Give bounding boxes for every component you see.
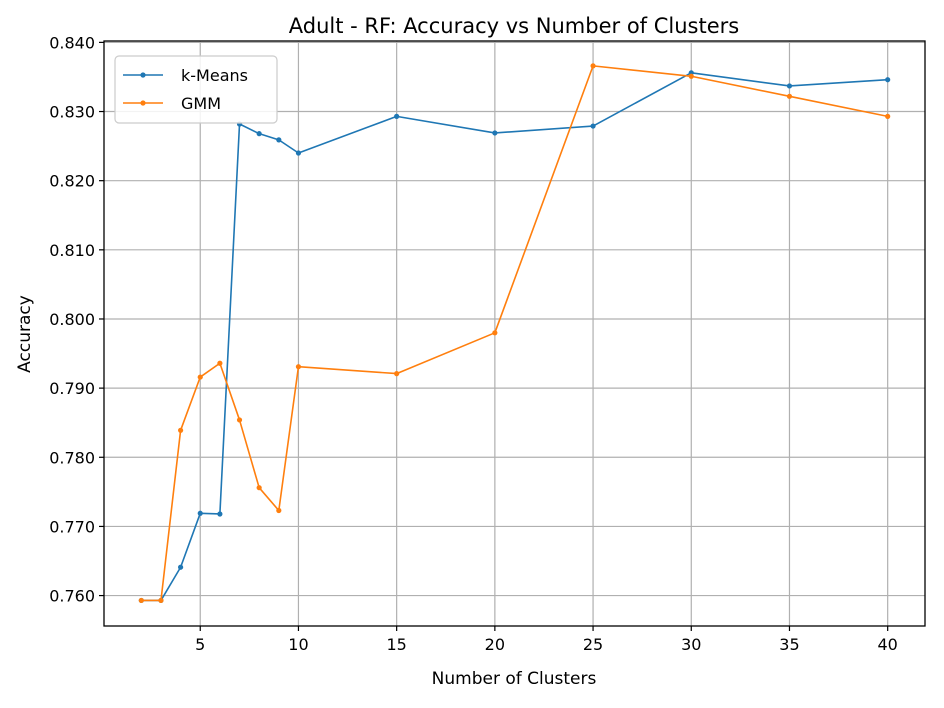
- data-point-k-means: [256, 131, 262, 137]
- legend-label-gmm: GMM: [181, 94, 221, 113]
- x-tick-label: 15: [386, 635, 406, 654]
- data-point-gmm: [492, 330, 498, 336]
- y-tick-label: 0.810: [49, 241, 95, 260]
- data-point-k-means: [885, 77, 891, 83]
- data-point-gmm: [178, 427, 184, 433]
- data-point-gmm: [276, 507, 282, 514]
- legend-marker-k-means: [140, 72, 146, 78]
- data-point-gmm: [295, 364, 302, 370]
- series-group: [138, 63, 891, 604]
- x-tick-label: 10: [288, 635, 308, 654]
- data-point-k-means: [178, 564, 184, 570]
- y-tick-label: 0.780: [49, 448, 95, 467]
- data-point-gmm: [217, 360, 223, 366]
- data-point-k-means: [786, 83, 793, 89]
- data-point-gmm: [236, 417, 243, 423]
- y-tick-label: 0.790: [49, 379, 95, 398]
- x-tick-label: 30: [681, 635, 701, 654]
- data-point-gmm: [786, 93, 793, 99]
- y-tick-label: 0.800: [49, 310, 95, 329]
- data-point-gmm: [394, 371, 400, 377]
- data-point-gmm: [158, 597, 164, 604]
- x-tick-label: 25: [583, 635, 603, 654]
- data-point-gmm: [590, 63, 596, 69]
- legend-marker-gmm: [140, 100, 146, 106]
- plot-frame: [103, 40, 926, 627]
- data-point-k-means: [492, 130, 498, 136]
- data-point-gmm: [138, 597, 144, 604]
- data-point-gmm: [256, 485, 262, 491]
- y-tick-label: 0.840: [49, 33, 95, 52]
- data-point-k-means: [276, 137, 282, 143]
- legend-label-k-means: k-Means: [181, 66, 248, 85]
- y-tick-label: 0.770: [49, 517, 95, 536]
- legend-box: [114, 55, 278, 124]
- data-point-k-means: [295, 150, 302, 156]
- y-tick-label: 0.820: [49, 172, 95, 191]
- data-point-k-means: [217, 511, 223, 517]
- x-axis-ticks: 5 10 15 20 25 30 35 40: [195, 626, 898, 654]
- x-tick-label: 20: [485, 635, 505, 654]
- y-tick-label: 0.830: [49, 103, 95, 122]
- chart-title: Adult - RF: Accuracy vs Number of Cluste…: [289, 14, 739, 38]
- data-point-gmm: [688, 73, 694, 79]
- data-point-k-means: [197, 510, 203, 516]
- y-axis-ticks: 0.760 0.770 0.780 0.790 0.800 0.810 0.820 0.830…: [49, 33, 104, 606]
- legend: k-Means GMM: [114, 55, 278, 124]
- grid-lines: [104, 41, 925, 626]
- x-tick-label: 35: [779, 635, 799, 654]
- data-point-gmm: [197, 374, 203, 380]
- data-point-gmm: [885, 113, 891, 119]
- x-axis-label: Number of Clusters: [432, 669, 597, 689]
- data-point-k-means: [394, 113, 400, 119]
- y-tick-label: 0.760: [49, 587, 95, 606]
- x-tick-label: 40: [878, 635, 898, 654]
- data-point-k-means: [590, 123, 596, 129]
- x-tick-label: 5: [195, 635, 205, 654]
- y-axis-label: Accuracy: [15, 295, 35, 373]
